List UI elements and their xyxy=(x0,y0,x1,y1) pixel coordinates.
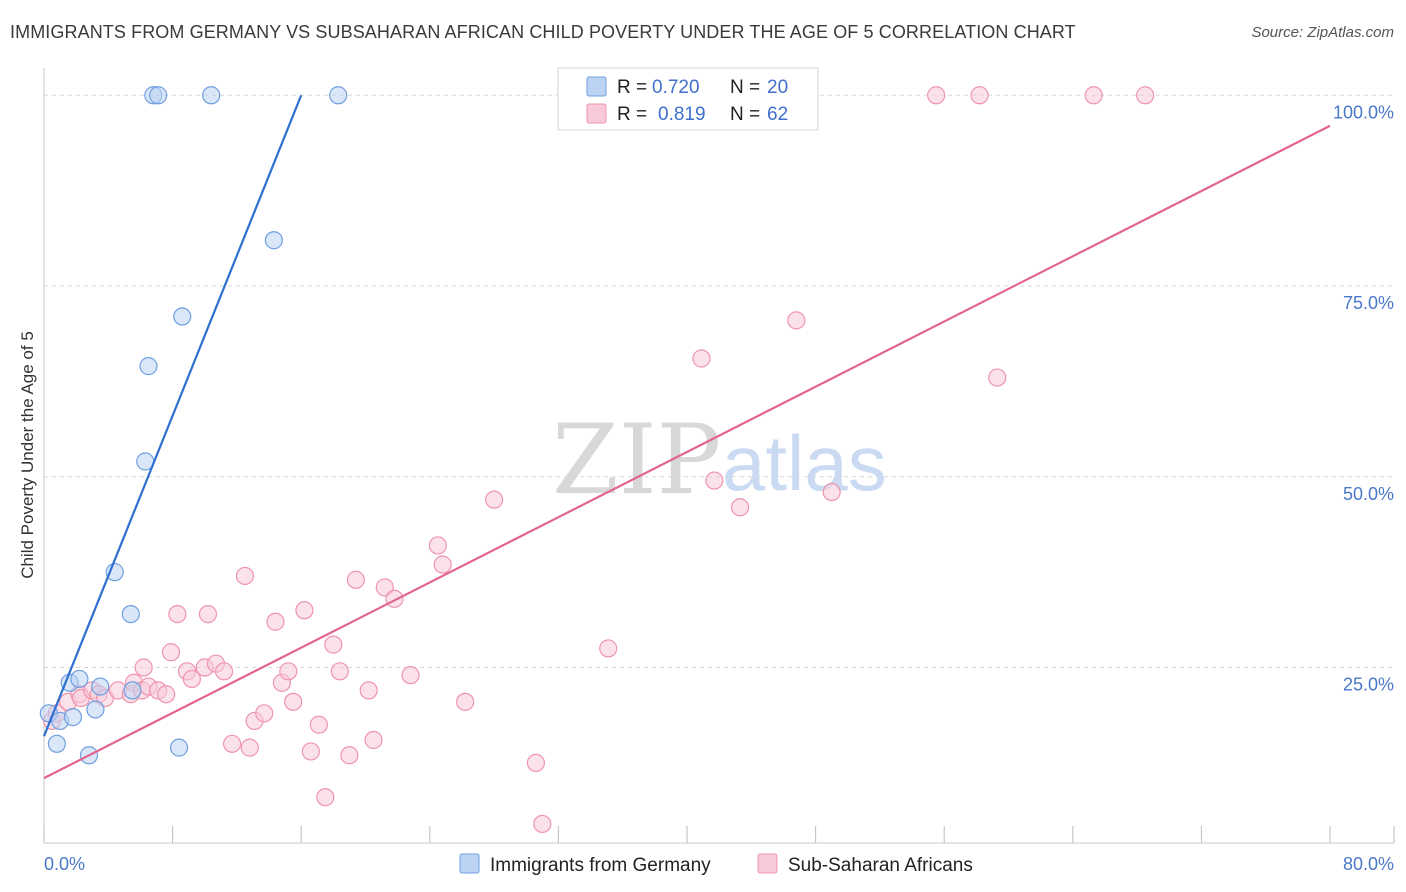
africans-point-16 xyxy=(161,643,181,662)
africans-point-52 xyxy=(599,639,618,658)
germany-point-18 xyxy=(202,86,221,105)
germany-point-7 xyxy=(86,700,105,719)
y-tick-label-100: 100.0% xyxy=(1333,102,1394,122)
legend-r-value-blue: 0.720 xyxy=(652,77,700,98)
y-tick-labels: 25.0% 50.0% 75.0% 100.0% xyxy=(1333,102,1394,694)
bottom-legend-swatch-pink xyxy=(757,853,778,874)
germany-point-1 xyxy=(47,734,66,753)
watermark-zip: ZIP xyxy=(552,404,721,516)
legend-r-label-pink: R = xyxy=(617,104,647,125)
germany-point-4 xyxy=(63,708,83,727)
germany-point-13 xyxy=(139,357,158,376)
africans-point-34 xyxy=(301,742,320,761)
africans-point-36 xyxy=(316,788,335,807)
africans-point-31 xyxy=(279,662,298,681)
africans-point-62 xyxy=(1136,86,1155,105)
africans-point-57 xyxy=(822,482,841,502)
africans-point-60 xyxy=(988,368,1007,387)
series-sub-saharan-africans xyxy=(42,86,1155,834)
africans-point-15 xyxy=(157,685,176,704)
africans-point-25 xyxy=(235,566,255,586)
africans-point-19 xyxy=(182,669,201,689)
legend-swatch-blue xyxy=(586,76,607,97)
africans-point-46 xyxy=(428,536,447,555)
source-label: Source: ZipAtlas.com xyxy=(1251,24,1394,41)
africans-point-38 xyxy=(330,662,349,681)
africans-trend-line xyxy=(43,124,1331,780)
germany-point-20 xyxy=(329,86,348,105)
africans-point-51 xyxy=(533,814,552,834)
africans-point-37 xyxy=(324,635,343,654)
y-axis-title: Child Poverty Under the Age of 5 xyxy=(18,331,37,579)
x-tick-label-min: 0.0% xyxy=(44,854,85,874)
trend-lines xyxy=(42,94,1331,780)
legend-swatch-pink xyxy=(586,103,607,124)
series-legend: Immigrants from Germany Sub-Saharan Afri… xyxy=(459,853,973,876)
series-immigrants-from-germany xyxy=(39,86,348,765)
africans-point-32 xyxy=(284,692,303,711)
africans-point-49 xyxy=(485,490,504,509)
watermark-atlas: atlas xyxy=(722,419,887,507)
germany-point-17 xyxy=(173,307,192,326)
legend-n-value-pink: 62 xyxy=(767,104,788,125)
africans-point-54 xyxy=(705,471,724,490)
germany-trend-line xyxy=(42,94,303,737)
africans-point-61 xyxy=(1084,86,1103,105)
africans-point-45 xyxy=(401,666,420,685)
africans-point-21 xyxy=(198,604,218,624)
germany-point-15 xyxy=(149,86,168,105)
africans-point-23 xyxy=(214,662,234,681)
correlation-legend: R = 0.720 N = 20 R = 0.819 N = 62 xyxy=(557,67,819,131)
africans-point-26 xyxy=(240,738,259,757)
africans-point-24 xyxy=(222,734,242,753)
africans-point-39 xyxy=(340,746,359,765)
germany-point-10 xyxy=(121,604,140,624)
africans-point-58 xyxy=(927,86,946,105)
africans-point-29 xyxy=(266,612,285,631)
africans-point-42 xyxy=(364,730,383,750)
legend-n-label-pink: N = xyxy=(730,104,760,125)
africans-point-28 xyxy=(255,704,274,723)
africans-point-33 xyxy=(295,601,314,620)
africans-point-53 xyxy=(692,349,711,368)
germany-point-5 xyxy=(70,669,89,689)
germany-point-16 xyxy=(169,738,189,757)
africans-point-44 xyxy=(385,589,404,608)
africans-point-47 xyxy=(433,555,452,574)
bottom-legend-swatch-blue xyxy=(459,853,480,874)
bottom-legend-label-germany: Immigrants from Germany xyxy=(490,855,711,876)
africans-point-59 xyxy=(970,86,989,105)
legend-n-label-blue: N = xyxy=(730,77,760,98)
chart-title: IMMIGRANTS FROM GERMANY VS SUBSAHARAN AF… xyxy=(10,22,1076,42)
africans-point-50 xyxy=(526,753,545,772)
africans-point-17 xyxy=(168,604,187,624)
africans-point-48 xyxy=(456,692,475,711)
africans-point-56 xyxy=(787,311,806,330)
x-ticks xyxy=(43,826,1395,843)
africans-point-41 xyxy=(359,681,378,700)
legend-r-label-blue: R = xyxy=(617,77,647,98)
africans-point-40 xyxy=(346,570,365,589)
y-tick-label-25: 25.0% xyxy=(1343,675,1394,695)
legend-r-value-pink: 0.819 xyxy=(658,104,706,125)
germany-point-8 xyxy=(91,677,110,696)
x-tick-label-max: 80.0% xyxy=(1343,854,1394,874)
y-tick-label-75: 75.0% xyxy=(1343,293,1394,313)
bottom-legend-label-africans: Sub-Saharan Africans xyxy=(788,855,973,876)
germany-point-11 xyxy=(123,681,142,700)
africans-point-55 xyxy=(730,498,750,517)
legend-n-value-blue: 20 xyxy=(767,77,788,98)
africans-point-35 xyxy=(309,715,328,734)
germany-point-19 xyxy=(264,231,283,250)
y-tick-label-50: 50.0% xyxy=(1343,484,1394,504)
africans-point-12 xyxy=(134,658,153,677)
